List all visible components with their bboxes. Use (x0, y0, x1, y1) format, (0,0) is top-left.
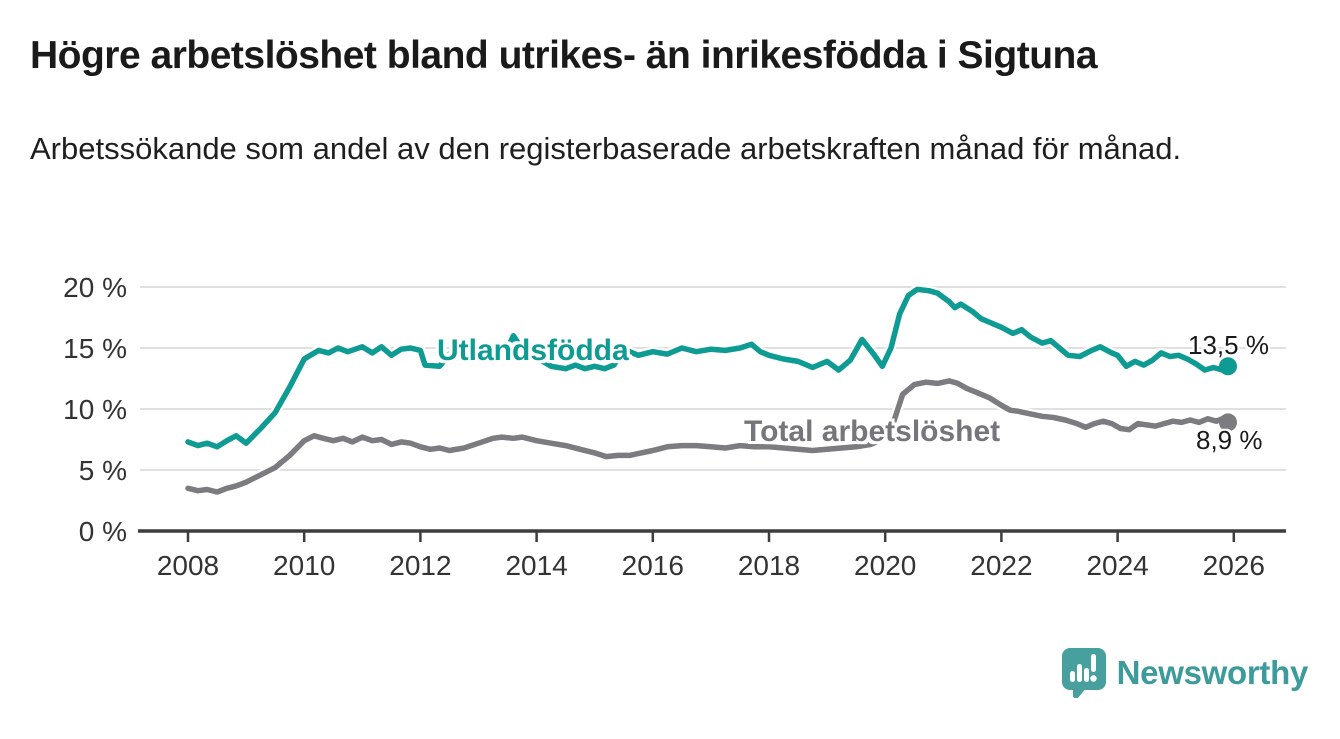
x-tick-label: 2012 (389, 550, 451, 581)
series-end-dot-0 (1218, 357, 1237, 376)
end-value-label-utlandsfodda: 13,5 % (1188, 330, 1269, 360)
x-tick-label: 2008 (157, 550, 219, 581)
series-end-dot-1 (1218, 413, 1237, 432)
chart-subtitle: Arbetssökande som andel av den registerb… (30, 131, 1182, 166)
x-tick-label: 2024 (1086, 550, 1148, 581)
brand-name: Newsworthy (1116, 653, 1309, 691)
y-tick-label: 15 % (63, 333, 127, 364)
series-line-0 (185, 286, 1231, 450)
x-tick-label: 2026 (1203, 550, 1265, 581)
x-tick-label: 2016 (622, 550, 684, 581)
brand-footer: Newsworthy (1061, 647, 1308, 698)
x-tick-label: 2010 (273, 550, 335, 581)
y-tick-label: 5 % (79, 455, 127, 486)
x-tick-label: 2014 (505, 550, 567, 581)
y-tick-label: 20 % (63, 272, 127, 303)
page-title: Högre arbetslöshet bland utrikes- än inr… (30, 34, 1098, 77)
y-tick-label: 0 % (79, 516, 127, 547)
x-tick-label: 2018 (738, 550, 800, 581)
series-line-1 (185, 378, 1231, 495)
x-tick-label: 2022 (970, 550, 1032, 581)
y-tick-label: 10 % (63, 394, 127, 425)
series-label-utlandsfodda: Utlandsfödda (437, 334, 629, 367)
newsworthy-logo-icon (1061, 648, 1106, 698)
series-label-total-arbetsloshet: Total arbetslöshet (744, 415, 1001, 448)
x-tick-label: 2020 (854, 550, 916, 581)
end-value-label-total: 8,9 % (1196, 425, 1263, 455)
